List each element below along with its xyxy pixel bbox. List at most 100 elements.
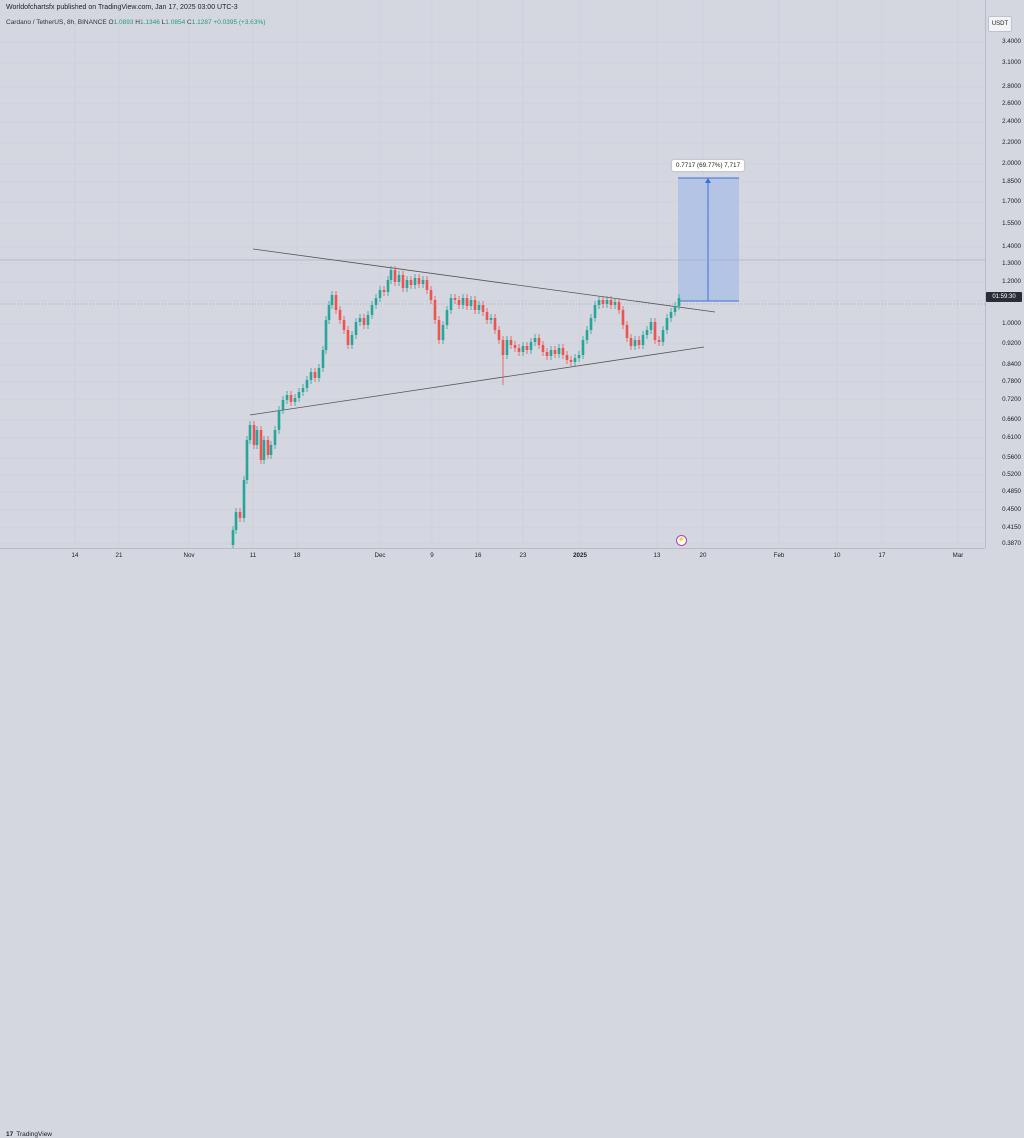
price-scale[interactable]: 3.4000 3.1000 2.8000 2.6000 2.4000 2.2000 2.00… (985, 0, 1024, 548)
candle-body (557, 348, 561, 354)
candle-body (313, 372, 317, 378)
tradingview-logo[interactable]: 17 TradingView (6, 1131, 52, 1138)
candle-body (417, 278, 421, 284)
candle-body (397, 275, 401, 282)
low-value: 1.0854 (165, 19, 186, 26)
candle-body (657, 340, 661, 342)
candle-body (493, 318, 497, 330)
price-tick-label: 0.6600 (1002, 416, 1021, 423)
candle-body (437, 320, 441, 340)
time-scale[interactable]: 14 21 Nov 11 18 Dec 9 16 23 2025 13 20 Feb 10 17 Mar (0, 548, 985, 565)
time-tick-label: 20 (699, 552, 707, 559)
price-tick-label: 0.3870 (1002, 540, 1021, 547)
price-tick-label: 0.9200 (1002, 340, 1021, 347)
candle-body (255, 430, 259, 445)
candle-body (529, 342, 533, 350)
candle-body (273, 430, 277, 445)
candle-body (378, 290, 382, 298)
price-tick-label: 0.4150 (1002, 524, 1021, 531)
tradingview-icon: 17 (6, 1131, 14, 1138)
candle-body (653, 322, 657, 340)
time-tick-label: 18 (293, 552, 301, 559)
candle-body (621, 310, 625, 325)
candle-body (346, 330, 350, 345)
candle-body (266, 440, 270, 455)
candle-body (242, 480, 246, 518)
candle-body (393, 270, 397, 282)
upper-trendline (252, 248, 716, 313)
candle-body (309, 372, 313, 380)
candle-body (293, 398, 297, 402)
candle-body (665, 318, 669, 330)
candle-body (537, 338, 541, 345)
candle-body (338, 310, 342, 320)
price-tick-label: 2.2000 (1002, 139, 1021, 146)
candle-body (382, 290, 386, 292)
candle-body (421, 280, 425, 284)
candle-body (661, 330, 665, 342)
time-tick-label: 14 (71, 552, 79, 559)
price-tick-label: 1.4000 (1002, 243, 1021, 250)
flash-icon[interactable]: ⚡ (676, 535, 687, 546)
candle-body (593, 305, 597, 318)
time-tick-label: 16 (474, 552, 482, 559)
time-tick-label: Dec (374, 552, 386, 559)
time-tick-label: Feb (773, 552, 785, 559)
candle-body (573, 358, 577, 362)
candle-body (585, 330, 589, 340)
candle-body (289, 395, 293, 402)
candle-body (358, 318, 362, 322)
brand-name: TradingView (16, 1131, 53, 1138)
candle-body (245, 440, 249, 480)
measure-label: 0.7717 (69.77%) 7,717 (672, 160, 745, 171)
candle-body (501, 340, 505, 355)
candle-body (362, 318, 366, 325)
candle-body (609, 300, 613, 305)
candle-body (405, 280, 409, 288)
price-tick-label: 2.4000 (1002, 118, 1021, 125)
candle-body (259, 430, 263, 460)
candle-body (301, 388, 305, 392)
lower-trendline (249, 346, 705, 416)
candle-body (330, 295, 334, 305)
candle-body (509, 340, 513, 345)
price-tick-label: 0.5600 (1002, 454, 1021, 461)
currency-button[interactable]: USDT (988, 16, 1012, 32)
candle-body (545, 352, 549, 356)
chart-area[interactable]: Worldofchartsfx published on TradingView… (0, 0, 985, 548)
candle-body (252, 425, 256, 445)
candle-body (505, 340, 509, 355)
footer: 17 TradingView (0, 564, 1024, 1138)
candle-body (649, 322, 653, 330)
candle-body (366, 315, 370, 325)
candle-body (324, 320, 328, 350)
candle-body (673, 306, 677, 312)
candle-body (477, 305, 481, 310)
candle-body (645, 330, 649, 335)
candle-body (305, 380, 309, 388)
candle-body (269, 445, 273, 455)
candle-body (453, 298, 457, 300)
candle-body (370, 305, 374, 315)
candle-body (597, 300, 601, 305)
candle-body (413, 278, 417, 285)
candle-body (297, 392, 301, 398)
candlestick-plot[interactable] (0, 0, 985, 548)
candle-body (589, 318, 593, 330)
candle-body (601, 300, 605, 304)
candle-body (625, 325, 629, 338)
candle-body (445, 310, 449, 325)
measure-arrow-head (705, 178, 711, 183)
candle-body (617, 302, 621, 310)
time-tick-label: 13 (653, 552, 661, 559)
candle-body (641, 335, 645, 345)
candle-body (577, 355, 581, 358)
candle-body (553, 350, 557, 354)
candle-body (633, 340, 637, 346)
symbol-name: Cardano / TetherUS, 8h, BINANCE (6, 19, 107, 26)
candle-body (321, 350, 325, 368)
candle-body (497, 330, 501, 340)
candle-body (613, 302, 617, 305)
high-value: 1.1346 (139, 19, 160, 26)
candle-body (669, 312, 673, 318)
